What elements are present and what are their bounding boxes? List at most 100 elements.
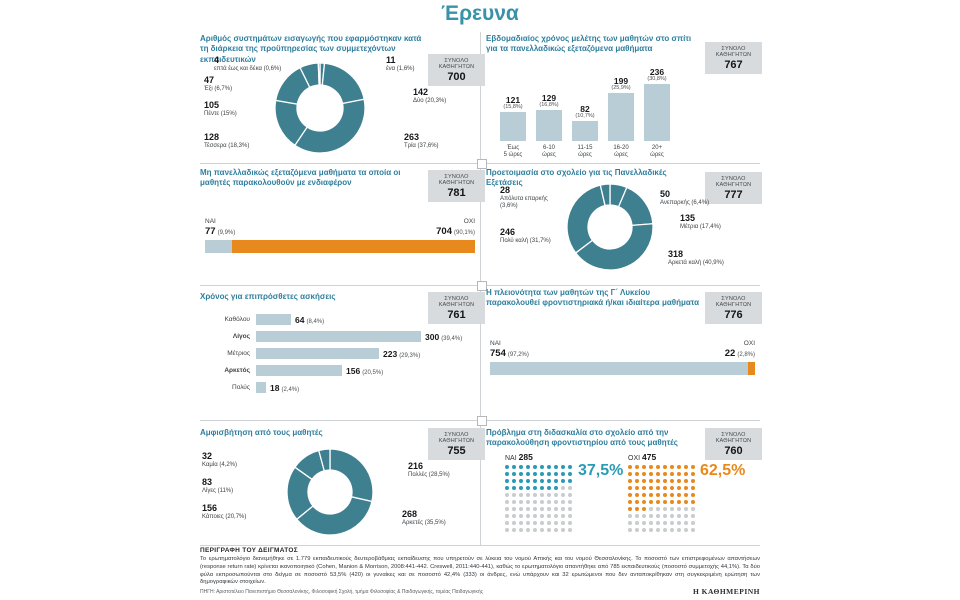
total-caption: ΣΥΝΟΛΟ <box>444 432 469 438</box>
pictogram-dot-icon <box>554 472 559 477</box>
pictogram-dot-icon <box>663 493 668 498</box>
panel7-title: Αμφισβήτηση από τους μαθητές <box>200 428 323 437</box>
pictogram-dot-icon <box>540 521 545 526</box>
pictogram-dot-icon <box>561 493 566 498</box>
total-caption: ΣΥΝΟΛΟ <box>721 46 746 52</box>
donut-chart-panel1 <box>274 62 366 154</box>
total-value: 767 <box>724 59 743 71</box>
panel4-donut-label: 28 Απόλυτα επαρκής (3,6%) <box>500 185 564 211</box>
pictogram-header-value: 285 <box>518 452 533 462</box>
pictogram-dot-icon <box>526 514 531 519</box>
panel7-donut-label: 83 Λίγες (11%) <box>202 477 260 495</box>
panel4-total-box: ΣΥΝΟΛΟ ΚΑΘΗΓΗΤΩΝ 777 <box>705 172 762 204</box>
pictogram-dot-icon <box>663 472 668 477</box>
pictogram-dot-icon <box>568 528 573 533</box>
pictogram-dot-icon <box>670 500 675 505</box>
total-value: 760 <box>724 445 743 457</box>
pictogram-dot-icon <box>512 493 517 498</box>
sample-description-text: Το ερωτηματολόγιο διανεμήθηκε σε 1.779 ε… <box>200 556 760 586</box>
panel1-donut-label: 4 επτά έως και δέκα (0,6%) <box>214 55 292 73</box>
sample-description-heading: ΠΕΡΙΓΡΑΦΗ ΤΟΥ ΔΕΙΓΜΑΤΟΣ <box>200 547 298 554</box>
pictogram-dot-icon <box>684 472 689 477</box>
pictogram-dot-icon <box>533 486 538 491</box>
pictogram-dot-icon <box>561 500 566 505</box>
pictogram-dot-icon <box>547 500 552 505</box>
pictogram-dot-icon <box>526 479 531 484</box>
pictogram-dot-icon <box>670 507 675 512</box>
divider-node-icon <box>477 159 487 169</box>
extra-exercises-pct-4: (2,4%) <box>281 387 300 393</box>
pictogram-dot-icon <box>540 493 545 498</box>
pictogram-dot-icon <box>512 472 517 477</box>
pictogram-dot-icon <box>642 507 647 512</box>
donut-slice-0 <box>329 448 374 503</box>
weekly-hours-pct-3: (25,9%) <box>611 85 631 91</box>
pictogram-dot-icon <box>547 514 552 519</box>
pictogram-dot-icon <box>512 507 517 512</box>
panel6-yes-value: 754 (97,2%) <box>490 348 529 359</box>
extra-exercises-value-1: 300 (39,4%) <box>425 332 463 342</box>
panel3-segment-1 <box>231 240 475 253</box>
pictogram-dot-icon <box>670 493 675 498</box>
pictogram-dot-icon <box>628 479 633 484</box>
pictogram-dot-icon <box>677 500 682 505</box>
panel3-yes-label: ΝΑΙ <box>205 218 216 225</box>
source-line: ΠΗΓΗ: Αριστοτέλειο Πανεπιστήμιο Θεσσαλον… <box>200 589 484 595</box>
pictogram-dot-icon <box>628 507 633 512</box>
pictogram-dot-icon <box>677 493 682 498</box>
panel7-donut-label: 32 Καμία (4,2%) <box>202 451 260 469</box>
total-caption: ΣΥΝΟΛΟ <box>721 296 746 302</box>
pictogram-dot-icon <box>663 507 668 512</box>
pictogram-dot-icon <box>547 486 552 491</box>
pictogram-dot-icon <box>684 479 689 484</box>
extra-exercises-cat-1: Λίγος <box>232 333 250 340</box>
pictogram-dot-icon <box>691 500 696 505</box>
panel7-donut-label: 268 Αρκετές (35,5%) <box>402 509 472 527</box>
slice-label: Τρία (37,6%) <box>404 142 439 149</box>
panel6-yes-label: ΝΑΙ <box>490 340 501 347</box>
donut-slice-2 <box>574 223 654 271</box>
slice-value: 216 <box>408 461 424 471</box>
pictogram-dot-icon <box>561 472 566 477</box>
pictogram-dot-icon <box>691 472 696 477</box>
slice-label: Μέτρια (17,4%) <box>680 223 721 230</box>
pictogram-dot-icon <box>519 507 524 512</box>
pictogram-dot-icon <box>663 528 668 533</box>
weekly-hours-value-1: 129 <box>541 93 557 103</box>
pictogram-dot-icon <box>519 493 524 498</box>
pictogram-dot-icon <box>519 528 524 533</box>
pictogram-dot-icon <box>656 514 661 519</box>
pictogram-dot-icon <box>505 493 510 498</box>
weekly-hours-pct-1: (16,8%) <box>539 102 559 108</box>
panel3-no-value: 704 (90,1%) <box>436 226 475 237</box>
no-pct: (90,1%) <box>453 230 475 236</box>
total-caption: ΣΥΝΟΛΟ <box>444 58 469 64</box>
panel6-segment-1 <box>747 362 755 375</box>
pictogram-dot-icon <box>635 507 640 512</box>
pictogram-dot-icon <box>649 500 654 505</box>
pictogram-dot-icon <box>670 465 675 470</box>
extra-exercises-bar-1 <box>256 331 421 342</box>
pictogram-dot-icon <box>505 507 510 512</box>
pictogram-dot-icon <box>677 479 682 484</box>
pictogram-dot-icon <box>519 479 524 484</box>
pictogram-dot-icon <box>519 465 524 470</box>
panel1-donut-label: 105 Πέντε (15%) <box>204 100 264 118</box>
pictogram-dot-icon <box>677 514 682 519</box>
pictogram-dot-icon <box>691 514 696 519</box>
slice-value: 11 <box>386 55 396 65</box>
donut-slice-4 <box>317 448 331 472</box>
slice-value: 83 <box>202 477 213 487</box>
brand-logo: Η ΚΑΘΗΜΕΡΙΝΗ <box>692 587 760 596</box>
pictogram-dot-icon <box>628 472 633 477</box>
pictogram-header-value: 475 <box>642 452 657 462</box>
donut-slice-1 <box>295 496 373 536</box>
slice-value: 156 <box>202 503 218 513</box>
pictogram-dot-icon <box>554 514 559 519</box>
donut-slice-2 <box>293 98 366 154</box>
panel3-no-label: ΟΧΙ <box>463 218 475 225</box>
pictogram-dot-icon <box>561 486 566 491</box>
pictogram-dot-icon <box>547 493 552 498</box>
total-caption: ΚΑΘΗΓΗΤΩΝ <box>438 302 475 308</box>
weekly-hours-cat2-0: 5 ώρες <box>503 152 523 158</box>
